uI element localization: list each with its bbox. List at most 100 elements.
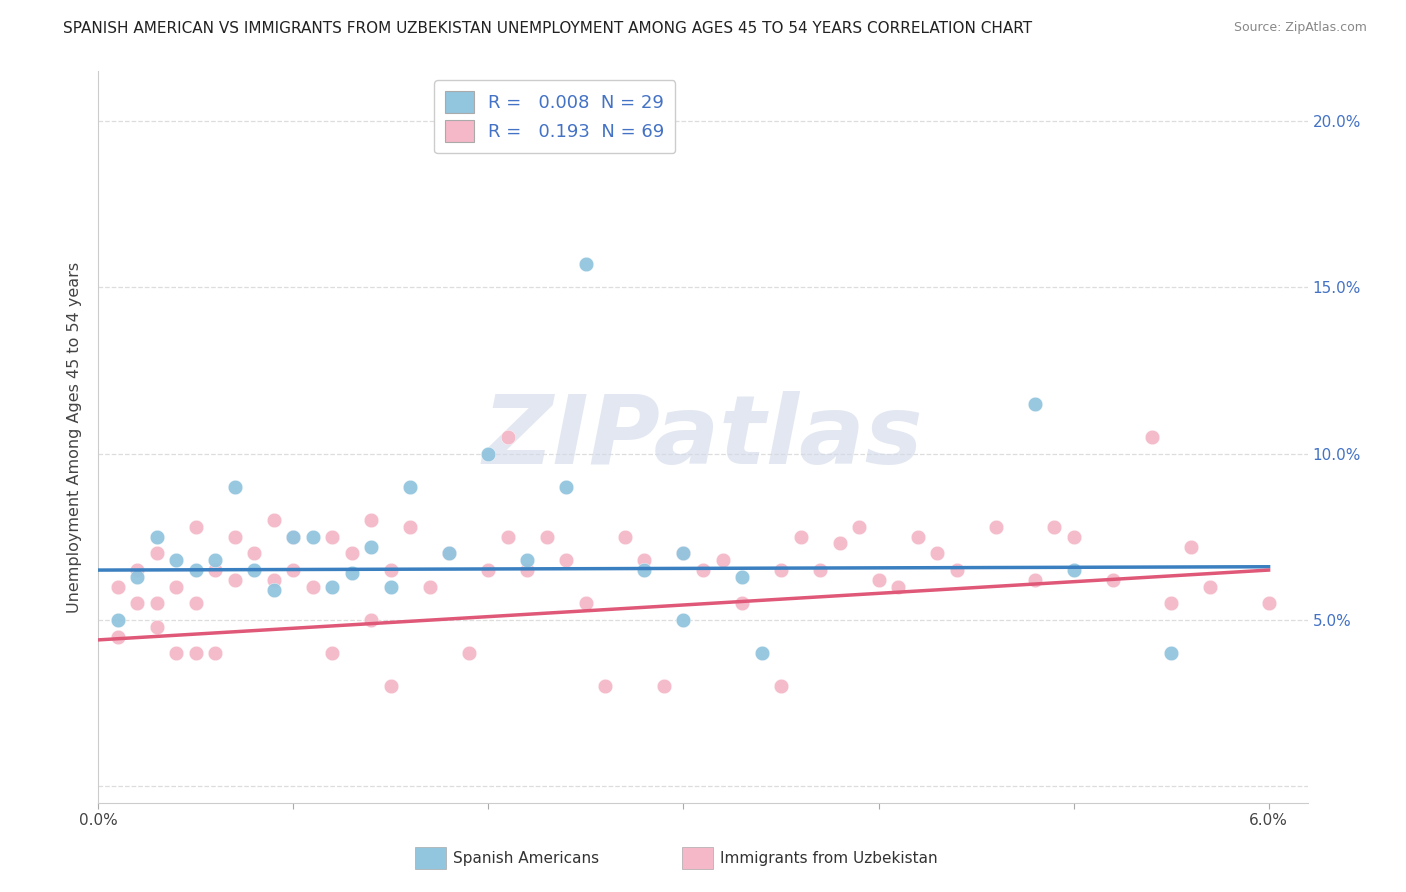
Point <box>165 646 187 660</box>
Point <box>672 546 695 560</box>
Point <box>340 566 363 581</box>
Point <box>652 680 675 694</box>
Point <box>1199 580 1222 594</box>
Point <box>575 257 598 271</box>
Point <box>887 580 910 594</box>
Point <box>224 573 246 587</box>
Point <box>614 530 637 544</box>
Point <box>107 613 129 627</box>
Point <box>769 563 792 577</box>
Text: SPANISH AMERICAN VS IMMIGRANTS FROM UZBEKISTAN UNEMPLOYMENT AMONG AGES 45 TO 54 : SPANISH AMERICAN VS IMMIGRANTS FROM UZBE… <box>63 21 1032 37</box>
Point <box>399 480 422 494</box>
Point <box>731 570 754 584</box>
Point <box>496 430 519 444</box>
Point <box>283 530 305 544</box>
Point <box>672 546 695 560</box>
Point <box>477 447 499 461</box>
Point <box>1043 520 1066 534</box>
Point <box>1257 596 1279 610</box>
Point <box>789 530 811 544</box>
Point <box>165 580 187 594</box>
Point <box>439 546 461 560</box>
Point <box>184 646 207 660</box>
Text: Immigrants from Uzbekistan: Immigrants from Uzbekistan <box>720 851 938 865</box>
Point <box>984 520 1007 534</box>
Point <box>263 573 285 587</box>
Point <box>595 680 617 694</box>
Point <box>184 596 207 610</box>
Point <box>127 596 149 610</box>
Point <box>1180 540 1202 554</box>
Point <box>224 480 246 494</box>
Point <box>1063 530 1085 544</box>
Point <box>399 520 422 534</box>
Point <box>1140 430 1163 444</box>
Point <box>204 646 226 660</box>
Point <box>184 520 207 534</box>
Point <box>146 530 169 544</box>
Point <box>146 619 169 633</box>
Point <box>769 680 792 694</box>
Point <box>127 570 149 584</box>
Point <box>692 563 714 577</box>
Point <box>1063 563 1085 577</box>
Point <box>555 553 578 567</box>
Point <box>731 596 754 610</box>
Point <box>321 580 343 594</box>
Point <box>243 563 266 577</box>
Text: Source: ZipAtlas.com: Source: ZipAtlas.com <box>1233 21 1367 35</box>
Point <box>633 553 655 567</box>
Point <box>283 530 305 544</box>
Point <box>907 530 929 544</box>
Point <box>263 582 285 597</box>
Point <box>204 563 226 577</box>
Point <box>925 546 948 560</box>
Point <box>536 530 558 544</box>
Point <box>243 546 266 560</box>
Point <box>419 580 441 594</box>
Point <box>340 546 363 560</box>
Point <box>496 530 519 544</box>
Point <box>868 573 890 587</box>
Point <box>263 513 285 527</box>
Text: Spanish Americans: Spanish Americans <box>453 851 599 865</box>
Point <box>672 613 695 627</box>
Point <box>945 563 967 577</box>
Point <box>380 580 402 594</box>
Point <box>439 546 461 560</box>
Point <box>321 646 343 660</box>
Point <box>380 680 402 694</box>
Point <box>380 563 402 577</box>
Point <box>360 613 382 627</box>
Point <box>283 563 305 577</box>
Point <box>1160 646 1182 660</box>
Point <box>146 596 169 610</box>
Point <box>184 563 207 577</box>
Point <box>828 536 851 550</box>
Point <box>458 646 481 660</box>
Y-axis label: Unemployment Among Ages 45 to 54 years: Unemployment Among Ages 45 to 54 years <box>66 261 82 613</box>
Point <box>107 630 129 644</box>
Point <box>751 646 773 660</box>
Point <box>575 596 598 610</box>
Point <box>302 580 325 594</box>
Point <box>360 540 382 554</box>
Point <box>1024 397 1046 411</box>
Legend: R =   0.008  N = 29, R =   0.193  N = 69: R = 0.008 N = 29, R = 0.193 N = 69 <box>434 80 675 153</box>
Point <box>204 553 226 567</box>
Text: ZIPatlas: ZIPatlas <box>482 391 924 483</box>
Point <box>224 530 246 544</box>
Point <box>321 530 343 544</box>
Point <box>1024 573 1046 587</box>
Point <box>516 553 538 567</box>
Point <box>516 563 538 577</box>
Point <box>1101 573 1123 587</box>
Point <box>302 530 325 544</box>
Point <box>165 553 187 567</box>
Point <box>127 563 149 577</box>
Point <box>633 563 655 577</box>
Point <box>477 563 499 577</box>
Point <box>1160 596 1182 610</box>
Point <box>360 513 382 527</box>
Point <box>711 553 734 567</box>
